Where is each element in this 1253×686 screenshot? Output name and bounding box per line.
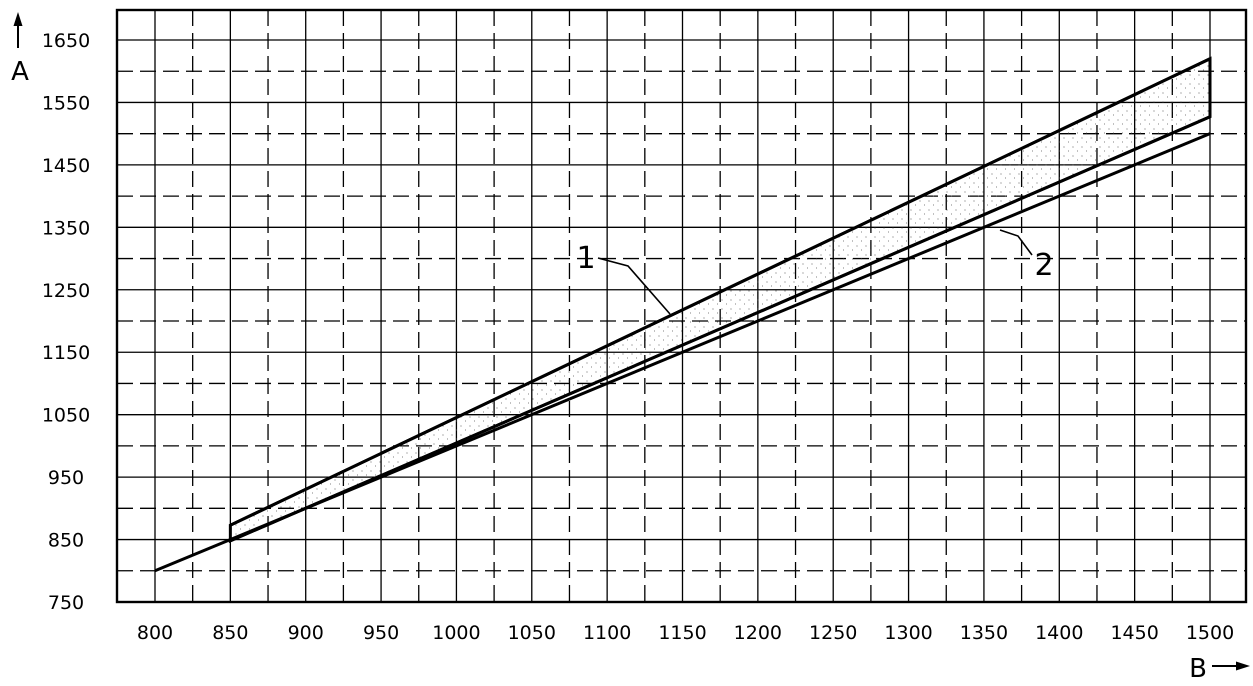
x-tick-label: 1050 [508, 622, 556, 644]
plot-frame [115, 8, 1248, 604]
x-tick-label: 1150 [658, 622, 706, 644]
series-1-callout-label: 1 [576, 241, 595, 276]
series-2-line [154, 132, 1211, 573]
y-tick-labels: 750 850 950 1050 1150 1250 1350 1450 1550 1650 [42, 30, 90, 614]
y-axis-label: A [11, 57, 29, 87]
y-tick-label: 1250 [42, 280, 90, 302]
x-tick-label: 1400 [1035, 622, 1083, 644]
x-tick-label: 950 [363, 622, 399, 644]
x-tick-label: 1250 [809, 622, 857, 644]
x-tick-label: 1100 [583, 622, 631, 644]
x-tick-label: 850 [212, 622, 248, 644]
series-2-callout-label: 2 [1034, 248, 1053, 283]
x-tick-label: 1200 [734, 622, 782, 644]
y-tick-label: 950 [48, 467, 84, 489]
series-2-leader-line [999, 229, 1033, 256]
y-tick-label: 1150 [42, 342, 90, 364]
y-tick-label: 1350 [42, 217, 90, 239]
x-axis-name: B [1189, 654, 1250, 684]
y-tick-label: 750 [48, 592, 84, 614]
series-1-lower-line [229, 115, 1211, 543]
plot-border [115, 8, 1248, 604]
x-tick-labels: 800 850 900 950 1000 1050 1100 1150 1200 1250 1300… [137, 622, 1234, 644]
y-tick-label: 1050 [42, 405, 90, 427]
y-tick-label: 1550 [42, 92, 90, 114]
y-tick-label: 850 [48, 530, 84, 552]
series-1-upper-line [229, 57, 1211, 527]
x-tick-label: 1500 [1186, 622, 1234, 644]
series-1-leader-line [597, 257, 671, 315]
x-axis-label: B [1189, 654, 1207, 684]
y-tick-label: 1650 [42, 30, 90, 52]
y-axis-arrow-icon [13, 12, 23, 26]
x-tick-label: 800 [137, 622, 173, 644]
x-tick-label: 1350 [960, 622, 1008, 644]
x-axis-arrow-icon [1236, 661, 1250, 671]
series-lines [154, 57, 1211, 573]
x-tick-label: 1300 [884, 622, 932, 644]
x-tick-label: 900 [288, 622, 324, 644]
y-tick-label: 1450 [42, 155, 90, 177]
x-tick-label: 1000 [432, 622, 480, 644]
x-tick-label: 1450 [1110, 622, 1158, 644]
y-axis-name: A [11, 12, 29, 87]
